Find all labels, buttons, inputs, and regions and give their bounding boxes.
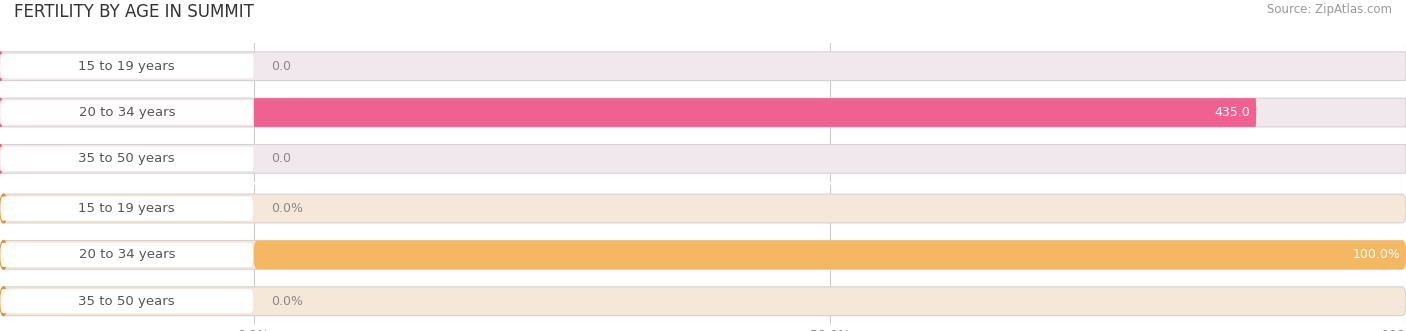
FancyBboxPatch shape xyxy=(0,101,253,124)
Circle shape xyxy=(0,287,7,315)
Text: 20 to 34 years: 20 to 34 years xyxy=(79,106,174,119)
FancyBboxPatch shape xyxy=(253,241,1406,269)
Text: 15 to 19 years: 15 to 19 years xyxy=(79,202,176,215)
FancyBboxPatch shape xyxy=(0,243,253,267)
FancyBboxPatch shape xyxy=(0,241,1406,269)
Text: 100.0%: 100.0% xyxy=(1353,248,1400,261)
Circle shape xyxy=(0,145,1,173)
FancyBboxPatch shape xyxy=(0,147,253,171)
Text: 0.0%: 0.0% xyxy=(271,202,302,215)
Text: 20 to 34 years: 20 to 34 years xyxy=(79,248,174,261)
Circle shape xyxy=(0,241,7,269)
FancyBboxPatch shape xyxy=(0,145,1406,173)
Text: 35 to 50 years: 35 to 50 years xyxy=(79,152,176,166)
FancyBboxPatch shape xyxy=(0,52,1406,80)
Text: 0.0: 0.0 xyxy=(271,152,291,166)
Text: 0.0%: 0.0% xyxy=(271,295,302,308)
Circle shape xyxy=(0,52,1,80)
FancyBboxPatch shape xyxy=(0,194,1406,223)
Circle shape xyxy=(0,98,1,127)
FancyBboxPatch shape xyxy=(253,98,1256,127)
FancyBboxPatch shape xyxy=(0,98,1406,127)
Circle shape xyxy=(0,194,7,223)
Text: Source: ZipAtlas.com: Source: ZipAtlas.com xyxy=(1267,3,1392,16)
FancyBboxPatch shape xyxy=(0,197,253,220)
Text: 435.0: 435.0 xyxy=(1215,106,1250,119)
FancyBboxPatch shape xyxy=(0,287,1406,315)
Text: 35 to 50 years: 35 to 50 years xyxy=(79,295,176,308)
Text: FERTILITY BY AGE IN SUMMIT: FERTILITY BY AGE IN SUMMIT xyxy=(14,3,254,21)
FancyBboxPatch shape xyxy=(0,289,253,313)
Text: 0.0: 0.0 xyxy=(271,60,291,73)
FancyBboxPatch shape xyxy=(0,54,253,78)
Text: 15 to 19 years: 15 to 19 years xyxy=(79,60,176,73)
